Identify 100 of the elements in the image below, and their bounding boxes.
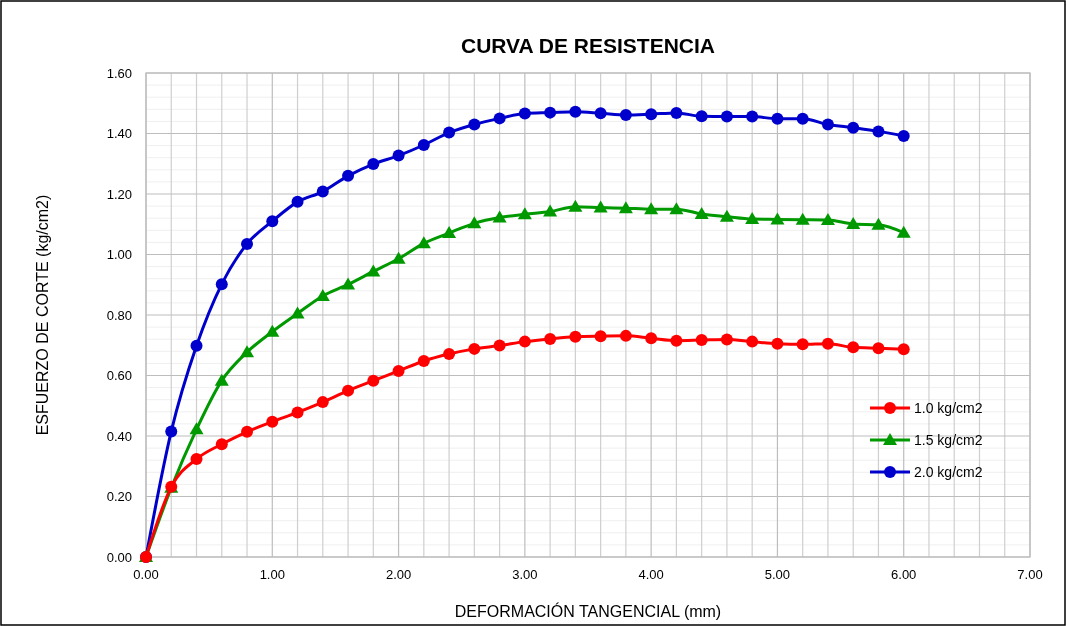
point <box>442 226 457 239</box>
point <box>770 212 785 225</box>
point <box>619 109 632 122</box>
point <box>847 121 860 134</box>
point <box>720 110 733 123</box>
point <box>417 139 430 151</box>
point <box>468 118 481 131</box>
point <box>896 225 911 238</box>
x-tick-label: 0.00 <box>133 567 159 582</box>
y-tick-label: 1.60 <box>106 65 132 81</box>
point <box>517 207 532 220</box>
y-tick-label: 1.00 <box>106 247 132 263</box>
x-tick-label: 5.00 <box>764 567 791 582</box>
point <box>619 329 632 342</box>
point <box>316 396 329 409</box>
point <box>518 335 531 348</box>
point <box>342 384 355 397</box>
y-tick-label: 0.00 <box>106 549 132 565</box>
point <box>241 237 254 250</box>
point <box>694 206 709 219</box>
point <box>367 158 380 171</box>
point <box>290 306 305 319</box>
point <box>468 342 481 355</box>
x-tick-label: 6.00 <box>891 567 917 582</box>
y-axis-title: ESFUERZO DE CORTE (kg/cm2) <box>34 194 51 436</box>
point <box>847 341 860 354</box>
point <box>417 354 430 367</box>
point <box>544 106 557 119</box>
point <box>241 425 254 438</box>
point <box>695 334 708 347</box>
point <box>645 332 658 345</box>
point <box>568 199 583 212</box>
y-tick-label: 1.40 <box>106 126 132 142</box>
point <box>897 343 910 356</box>
point <box>720 333 733 346</box>
point <box>214 373 229 386</box>
point <box>645 108 658 121</box>
point <box>291 195 304 208</box>
point <box>190 452 203 465</box>
point <box>695 110 708 123</box>
point <box>820 213 835 226</box>
x-tick-label: 2.00 <box>385 567 412 582</box>
point <box>493 339 506 352</box>
point <box>795 212 810 225</box>
point <box>316 185 329 198</box>
point <box>771 112 784 125</box>
point <box>190 339 203 352</box>
point <box>871 217 886 230</box>
point <box>366 264 381 277</box>
point <box>644 202 659 215</box>
point <box>670 106 683 119</box>
x-axis-title: DEFORMACIÓN TANGENCIAL (mm) <box>454 602 722 620</box>
legend-label: 1.5 kg/cm2 <box>914 431 983 448</box>
x-tick-label: 4.00 <box>638 567 664 582</box>
point <box>240 345 255 358</box>
point <box>846 216 861 229</box>
point <box>165 425 178 438</box>
y-tick-label: 0.40 <box>106 428 132 444</box>
point <box>443 348 456 361</box>
point <box>189 422 204 435</box>
point <box>746 335 759 348</box>
point <box>392 364 405 377</box>
point <box>443 126 456 139</box>
legend-label: 1.0 kg/cm2 <box>914 399 983 416</box>
point <box>291 406 304 419</box>
point <box>719 209 734 222</box>
point <box>544 332 557 345</box>
x-tick-label: 3.00 <box>512 567 538 582</box>
point <box>746 110 759 123</box>
point <box>265 324 280 337</box>
point <box>593 200 608 213</box>
point <box>543 204 558 217</box>
point <box>821 118 834 131</box>
point <box>492 210 507 223</box>
point <box>594 330 607 343</box>
y-tick-label: 1.20 <box>106 186 132 202</box>
point <box>618 201 633 214</box>
point <box>391 251 406 264</box>
point <box>266 215 279 228</box>
point <box>771 337 784 350</box>
y-tick-label: 0.80 <box>106 307 132 323</box>
point <box>367 374 380 387</box>
point <box>392 149 405 162</box>
point <box>416 236 431 249</box>
point <box>796 338 809 351</box>
point <box>341 277 356 290</box>
point <box>594 107 607 120</box>
legend-label: 2.0 kg/cm2 <box>914 463 983 480</box>
y-tick-label: 0.60 <box>106 368 132 384</box>
point <box>821 337 834 350</box>
point <box>266 415 279 428</box>
x-tick-label: 7.00 <box>1017 567 1043 582</box>
point <box>315 288 330 301</box>
point <box>670 334 683 347</box>
chart-title: CURVA DE RESISTENCIA <box>461 34 715 57</box>
point <box>342 169 355 182</box>
point <box>215 278 228 291</box>
point <box>518 107 531 120</box>
x-tick-label: 1.00 <box>259 567 285 582</box>
point <box>897 129 910 142</box>
